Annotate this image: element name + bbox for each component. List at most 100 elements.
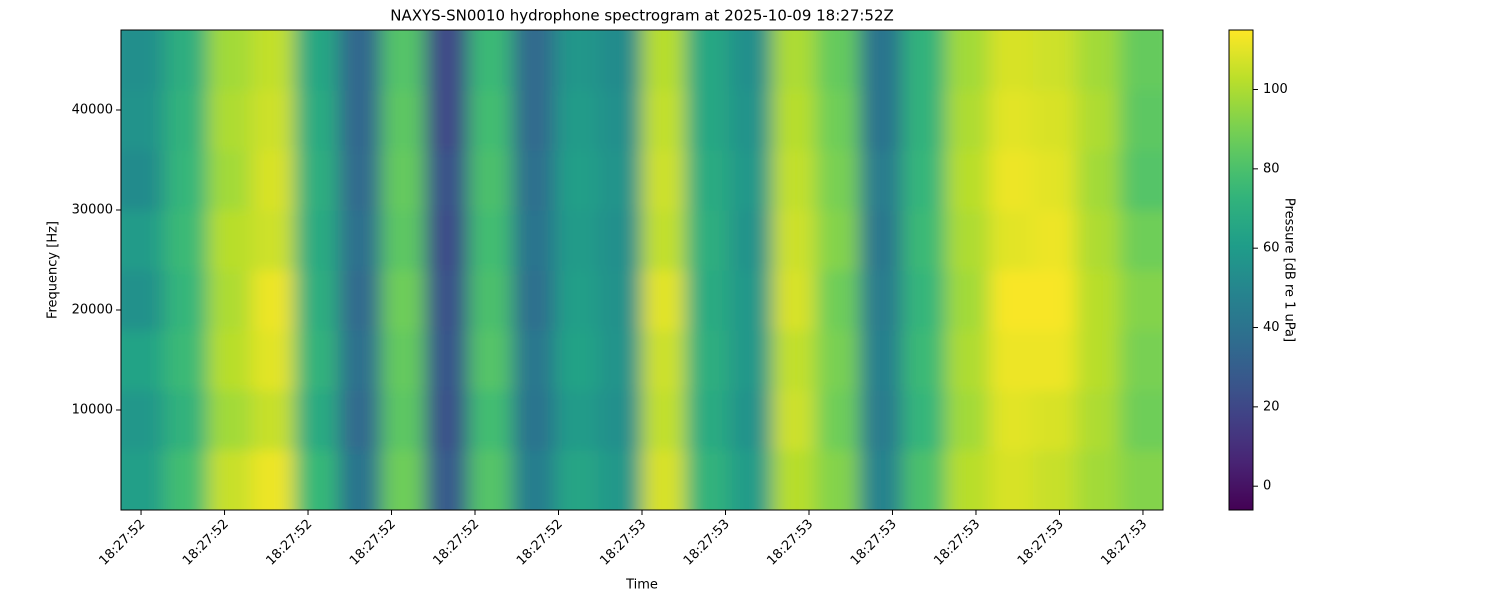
heatmap-cell: [164, 210, 209, 271]
x-tick-label: 18:27:53: [1015, 517, 1067, 569]
heatmap-cell: [642, 450, 686, 510]
heatmap-cell: [728, 450, 773, 510]
heatmap-cell: [598, 390, 643, 451]
colorbar-tick-label: 40: [1263, 320, 1280, 335]
heatmap-cell: [859, 30, 903, 91]
heatmap-cell: [989, 90, 1034, 151]
heatmap-cell: [338, 390, 382, 451]
heatmap-cell: [1076, 90, 1121, 151]
heatmap-cell: [989, 210, 1034, 271]
heatmap-cell: [1119, 90, 1163, 151]
heatmap-cell: [728, 30, 773, 91]
heatmap-cell: [1119, 330, 1163, 391]
heatmap-cell: [1119, 390, 1163, 451]
heatmap-cell: [1076, 390, 1121, 451]
heatmap-cell: [989, 150, 1034, 211]
heatmap-cell: [859, 390, 903, 451]
heatmap-cell: [424, 150, 469, 211]
heatmap-cell: [468, 450, 513, 510]
heatmap-cell: [598, 270, 643, 331]
heatmap-cell: [468, 390, 513, 451]
heatmap-cell: [294, 330, 339, 391]
heatmap-cell: [815, 210, 860, 271]
heatmap-cell: [989, 330, 1034, 391]
heatmap-cell: [121, 30, 165, 91]
heatmap-cell: [164, 330, 209, 391]
heatmap-cell: [294, 210, 339, 271]
heatmap-cell: [642, 90, 686, 151]
heatmap-cell: [642, 30, 686, 91]
heatmap-cell: [642, 270, 686, 331]
heatmap-cell: [511, 90, 556, 151]
heatmap-cell: [251, 90, 296, 151]
heatmap-cell: [1119, 450, 1163, 510]
heatmap-cell: [815, 390, 860, 451]
heatmap-cell: [989, 390, 1034, 451]
heatmap-cell: [1119, 270, 1163, 331]
heatmap-cell: [728, 150, 773, 211]
heatmap-cell: [251, 450, 296, 510]
y-tick-label: 40000: [72, 103, 113, 118]
heatmap-cell: [164, 390, 209, 451]
heatmap-cell: [251, 390, 296, 451]
heatmap-cell: [555, 90, 600, 151]
heatmap-cell: [468, 210, 513, 271]
heatmap-cell: [772, 270, 817, 331]
heatmap-cell: [902, 30, 947, 91]
colorbar-tick-label: 20: [1263, 399, 1280, 414]
heatmap-cell: [685, 330, 730, 391]
heatmap-cell: [685, 30, 730, 91]
heatmap-cell: [1076, 450, 1121, 510]
heatmap-cell: [511, 30, 556, 91]
heatmap-cell: [338, 30, 382, 91]
heatmap-cell: [468, 150, 513, 211]
heatmap-cell: [859, 150, 903, 211]
x-tick-label: 18:27:52: [180, 517, 232, 569]
heatmap-cell: [251, 210, 296, 271]
heatmap-cell: [338, 210, 382, 271]
x-tick-label: 18:27:53: [848, 517, 900, 569]
heatmap-cell: [294, 270, 339, 331]
heatmap-cell: [555, 450, 600, 510]
heatmap-cell: [815, 270, 860, 331]
heatmap-cell: [772, 330, 817, 391]
heatmap-cell: [598, 330, 643, 391]
heatmap-cell: [772, 210, 817, 271]
heatmap-cell: [424, 390, 469, 451]
heatmap-cell: [945, 210, 990, 271]
heatmap-cell: [598, 210, 643, 271]
heatmap-cell: [989, 30, 1034, 91]
heatmap-cell: [642, 210, 686, 271]
heatmap-cell: [902, 330, 947, 391]
heatmap-cell: [338, 150, 382, 211]
heatmap-cell: [207, 90, 252, 151]
heatmap-cell: [772, 150, 817, 211]
heatmap-cell: [555, 390, 600, 451]
heatmap-cell: [468, 330, 513, 391]
heatmap-cell: [251, 270, 296, 331]
heatmap-cell: [381, 90, 426, 151]
heatmap-cell: [338, 330, 382, 391]
x-tick-label: 18:27:52: [263, 517, 315, 569]
heatmap-cell: [1032, 30, 1077, 91]
x-tick-label: 18:27:52: [430, 517, 482, 569]
heatmap-cell: [902, 390, 947, 451]
heatmap-cell: [598, 450, 643, 510]
heatmap-cell: [121, 210, 165, 271]
heatmap-cell: [1076, 270, 1121, 331]
heatmap-cell: [902, 150, 947, 211]
heatmap-cell: [728, 330, 773, 391]
x-tick-label: 18:27:53: [1098, 517, 1150, 569]
heatmap-cell: [251, 330, 296, 391]
heatmap-cell: [772, 390, 817, 451]
heatmap-cell: [381, 330, 426, 391]
heatmap-cell: [1119, 210, 1163, 271]
heatmap-cell: [598, 90, 643, 151]
colorbar-tick-label: 80: [1263, 161, 1280, 176]
heatmap-cell: [859, 270, 903, 331]
heatmap-cell: [859, 210, 903, 271]
heatmap-cell: [815, 330, 860, 391]
x-tick-label: 18:27:53: [597, 517, 649, 569]
heatmap-cell: [121, 150, 165, 211]
